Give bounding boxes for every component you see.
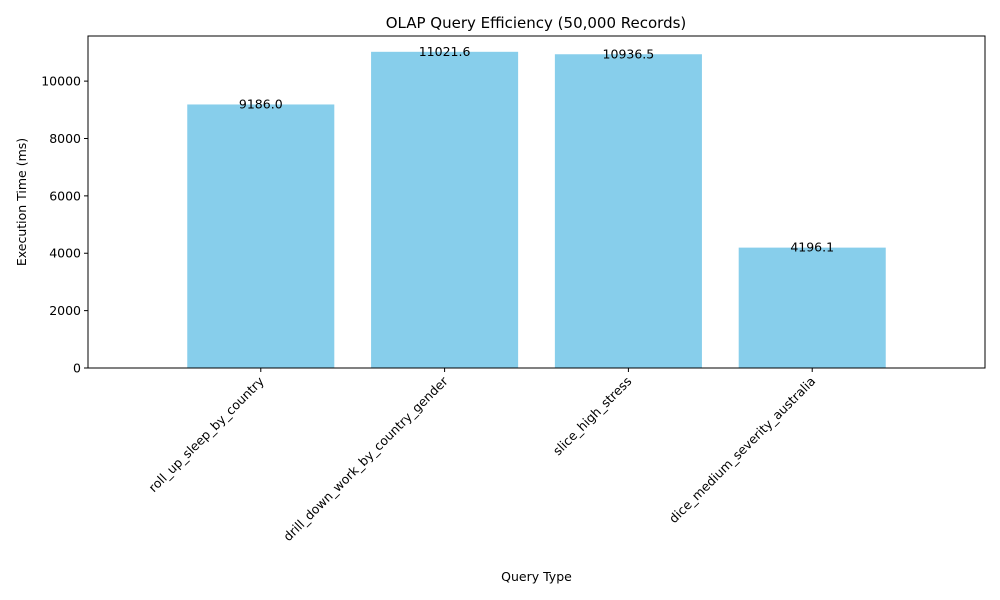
plot-frame [87, 35, 986, 369]
bar-dice_medium_severity_australia [738, 247, 886, 368]
bar-roll_up_sleep_by_country [187, 104, 335, 368]
y-tick-label: 2000 [49, 303, 81, 318]
data-label-slice_high_stress: 10936.5 [603, 46, 655, 61]
y-axis: 0 2000 4000 6000 8000 10000 [41, 74, 88, 376]
x-tick-label: dice_medium_severity_australia [666, 374, 819, 527]
y-tick-label: 10000 [41, 74, 81, 89]
bars-group [187, 51, 886, 369]
y-tick-label: 0 [73, 361, 81, 376]
y-tick-label: 4000 [49, 246, 81, 261]
y-tick-label: 6000 [49, 188, 81, 203]
x-axis: roll_up_sleep_by_country drill_down_work_… [145, 368, 818, 544]
y-axis-label: Execution Time (ms) [14, 138, 29, 266]
x-tick-label: slice_high_stress [550, 374, 635, 459]
x-tick-label: drill_down_work_by_country_gender [280, 373, 451, 544]
bar-slice_high_stress [554, 54, 702, 369]
y-tick-label: 8000 [49, 131, 81, 146]
data-label-roll_up_sleep_by_country: 9186.0 [239, 96, 283, 111]
x-tick-label: roll_up_sleep_by_country [145, 373, 267, 495]
bar-drill_down_work_by_country_gender [371, 51, 519, 369]
chart-title: OLAP Query Efficiency (50,000 Records) [386, 14, 687, 32]
data-labels-group: 9186.0 11021.6 10936.5 4196.1 [239, 44, 834, 255]
data-label-drill_down_work_by_country_gender: 11021.6 [419, 44, 471, 59]
data-label-dice_medium_severity_australia: 4196.1 [790, 240, 834, 255]
x-axis-label: Query Type [501, 569, 572, 584]
